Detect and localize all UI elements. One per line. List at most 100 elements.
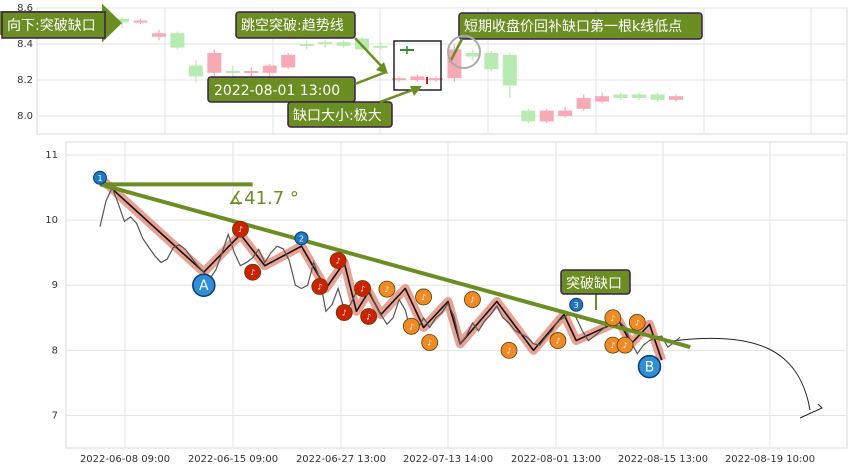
signal-marker-glyph: ♪ — [427, 339, 432, 348]
point-label-text: A — [199, 278, 209, 294]
top-y-tick-label: 8.4 — [17, 39, 33, 50]
signal-marker — [402, 317, 420, 335]
candle-body — [613, 94, 628, 98]
bottom-panel-grid — [66, 142, 847, 448]
signal-marker-glyph: ♪ — [635, 318, 640, 327]
candle-body — [484, 53, 499, 70]
candle-body — [595, 96, 610, 102]
signal-marker-glyph: ♪ — [622, 341, 627, 350]
bottom-x-tick-label: 2022-07-13 14:00 — [403, 454, 493, 465]
signal-marker — [464, 291, 481, 308]
signal-marker — [616, 336, 634, 354]
signal-marker-glyph: ♪ — [250, 268, 255, 277]
signal-marker — [244, 263, 262, 281]
signal-marker-glyph: ♪ — [238, 225, 243, 234]
candle-body — [465, 53, 480, 57]
pivot-marker — [294, 231, 309, 246]
signal-marker — [354, 280, 371, 297]
candle-body — [318, 42, 333, 45]
bottom-x-tick-label: 2022-06-27 13:00 — [296, 454, 386, 465]
signal-marker-glyph: ♪ — [409, 322, 414, 331]
signal-marker — [335, 304, 353, 321]
candle-body — [521, 110, 536, 122]
candle-body — [373, 45, 388, 48]
candle-body — [539, 110, 554, 122]
gap-fill-callout: 短期收盘价回补缺口第一根k线低点 — [447, 12, 703, 69]
candle-body — [632, 94, 647, 98]
pivot-marker — [569, 297, 584, 312]
gap-date-callout: 2022-08-01 13:00 — [207, 70, 387, 103]
bottom-y-tick-label: 9 — [52, 280, 58, 291]
signal-marker — [329, 252, 347, 269]
candle-body — [244, 71, 259, 73]
pivot-markers: 1 2 3 — [93, 170, 584, 312]
candle-body — [576, 98, 591, 109]
signal-marker — [628, 313, 646, 331]
bottom-y-tick-label: 10 — [45, 215, 58, 226]
signal-marker — [500, 341, 518, 359]
point-label-text: B — [645, 360, 655, 376]
signal-marker — [360, 308, 378, 325]
signal-marker-glyph: ♪ — [360, 284, 365, 293]
pivot-marker-label: 3 — [574, 301, 579, 310]
bottom-y-tick-label: 7 — [52, 410, 58, 421]
price-series-line — [99, 186, 681, 355]
bottom-y-tick-label: 8 — [52, 345, 58, 356]
gap-size-callout: 缺口大小:极大 — [287, 86, 422, 128]
candlestick-series — [115, 17, 683, 124]
candle-body — [133, 20, 148, 23]
signal-marker-glyph: ♪ — [421, 293, 426, 302]
price-line — [99, 186, 681, 355]
pivot-marker — [93, 170, 107, 185]
signal-marker — [604, 309, 622, 327]
signal-marker — [378, 280, 396, 298]
signal-marker-glyph: ♪ — [342, 309, 347, 318]
svg-text:短期收盘价回补缺口第一根k线低点: 短期收盘价回补缺口第一根k线低点 — [464, 18, 682, 35]
bottom-x-tick-label: 2022-08-01 13:00 — [511, 454, 601, 465]
svg-text:跳空突破:趋势线: 跳空突破:趋势线 — [241, 18, 344, 34]
signal-marker-glyph: ♪ — [384, 285, 389, 294]
candle-body — [281, 54, 296, 68]
candle-body — [392, 78, 406, 81]
candle-body — [225, 71, 240, 73]
zigzag-line — [99, 177, 663, 361]
top-y-tick-label: 8.2 — [17, 75, 33, 86]
bottom-panel-x-ticks: 2022-06-08 09:00 2022-06-15 09:00 2022-06-… — [80, 454, 815, 465]
candle-body — [262, 65, 277, 73]
bottom-x-tick-label: 2022-06-15 09:00 — [188, 454, 278, 465]
candle-body — [650, 94, 665, 100]
signal-marker — [549, 332, 567, 349]
projection-arc-tail — [799, 403, 823, 419]
trend-angle-label: ∡41.7 ° — [228, 188, 299, 209]
top-y-tick-label: 8.6 — [17, 3, 33, 14]
point-label-circle — [637, 354, 662, 379]
signal-marker — [415, 288, 432, 306]
point-label-circle — [192, 273, 216, 297]
signal-marker-glyph: ♪ — [555, 337, 560, 346]
trendline — [99, 182, 691, 350]
down-breakout-arrow-label: 向下:突破缺口 — [0, 3, 122, 43]
svg-text:缺口大小:极大: 缺口大小:极大 — [293, 108, 382, 124]
trendline-group — [99, 182, 691, 350]
candle-body — [502, 54, 517, 86]
trendline-gap-callout: 跳空突破:趋势线 — [235, 11, 388, 74]
zigzag-band — [96, 174, 666, 362]
svg-text:向下:突破缺口: 向下:突破缺口 — [7, 18, 96, 34]
bottom-panel-y-ticks: 11 10 9 8 7 — [45, 150, 58, 421]
point-labels: AB — [192, 273, 662, 379]
candle-body — [410, 76, 425, 80]
candle-body — [558, 110, 573, 116]
projection-arc — [671, 337, 811, 411]
signal-marker-glyph: ♪ — [506, 346, 511, 355]
candle-body — [188, 65, 203, 77]
candle-body — [151, 33, 166, 37]
signal-marker-glyph: ♪ — [610, 314, 615, 323]
signal-marker — [421, 334, 439, 351]
candle-body — [115, 18, 129, 23]
bottom-x-tick-label: 2022-06-08 09:00 — [80, 454, 170, 465]
signal-marker-glyph: ♪ — [610, 341, 615, 350]
signal-marker — [311, 278, 329, 295]
signal-marker-glyph: ♪ — [366, 312, 371, 321]
candle-body — [299, 44, 314, 46]
